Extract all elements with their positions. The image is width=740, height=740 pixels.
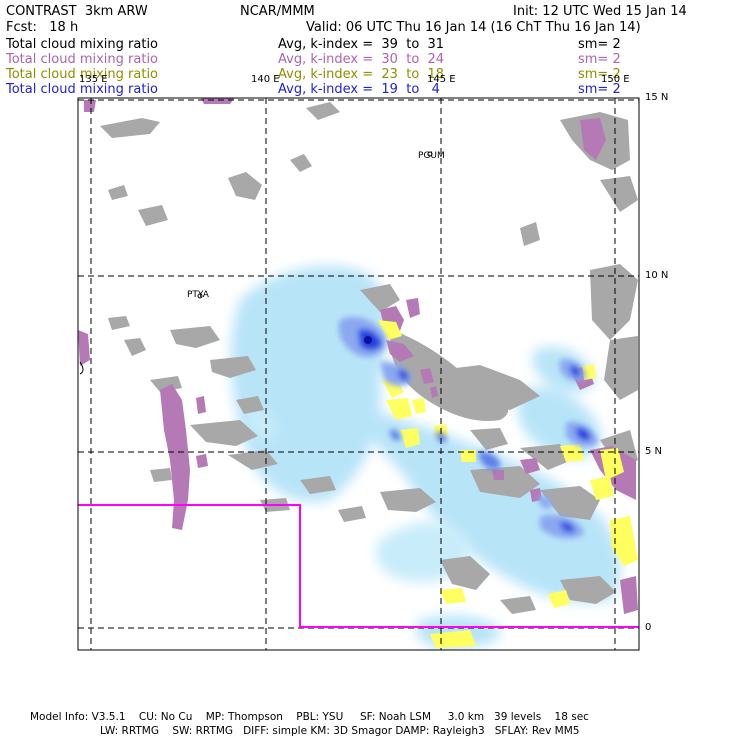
field-2-range: Avg, k-index = 30 to 24 bbox=[278, 52, 445, 67]
cloud-cores bbox=[338, 316, 598, 539]
valid-time: Valid: 06 UTC Thu 16 Jan 14 (16 ChT Thu … bbox=[306, 20, 641, 35]
field-4-name: Total cloud mixing ratio bbox=[6, 82, 159, 97]
field-1-name: Total cloud mixing ratio bbox=[6, 37, 159, 52]
lon-label-140: 140 E bbox=[251, 74, 280, 85]
model-info-line-1: Model Info: V3.5.1 CU: No Cu MP: Thompso… bbox=[30, 711, 589, 723]
lon-label-150: 150 E bbox=[601, 74, 630, 85]
station-label-ptya: PTYA bbox=[187, 290, 209, 300]
field-4-range: Avg, k-index = 19 to 4 bbox=[278, 82, 440, 97]
init-time: Init: 12 UTC Wed 15 Jan 14 bbox=[513, 4, 687, 19]
lat-label-10n: 10 N bbox=[645, 270, 669, 281]
lat-label-5n: 5 N bbox=[645, 446, 663, 457]
lon-label-145: 145 E bbox=[427, 74, 456, 85]
center-name: NCAR/MMM bbox=[240, 4, 315, 19]
field-3-range: Avg, k-index = 23 to 18 bbox=[278, 67, 445, 82]
model-name: CONTRAST 3km ARW bbox=[6, 4, 148, 19]
lat-label-15n: 15 N bbox=[645, 92, 669, 103]
station-label-pgum: PGUM bbox=[418, 151, 445, 161]
station-markers bbox=[79, 151, 433, 375]
high-cloud-layer bbox=[100, 102, 638, 614]
lat-label-0: 0 bbox=[645, 622, 652, 633]
field-1-smooth: sm= 2 bbox=[578, 37, 621, 52]
field-2-smooth: sm= 2 bbox=[578, 52, 621, 67]
forecast-hour: Fcst: 18 h bbox=[6, 20, 79, 35]
nested-domain-boundary bbox=[78, 504, 639, 628]
map-frame bbox=[77, 97, 640, 651]
field-2-name: Total cloud mixing ratio bbox=[6, 52, 159, 67]
mid-cloud-layer bbox=[78, 98, 638, 614]
lon-label-135: 135 E bbox=[79, 74, 108, 85]
model-info-line-2: LW: RRTMG SW: RRTMG DIFF: simple KM: 3D … bbox=[100, 725, 580, 737]
field-1-range: Avg, k-index = 39 to 31 bbox=[278, 37, 445, 52]
field-3-name: Total cloud mixing ratio bbox=[6, 67, 159, 82]
field-3-smooth: sm= 2 bbox=[578, 67, 621, 82]
field-4-smooth: sm= 2 bbox=[578, 82, 621, 97]
